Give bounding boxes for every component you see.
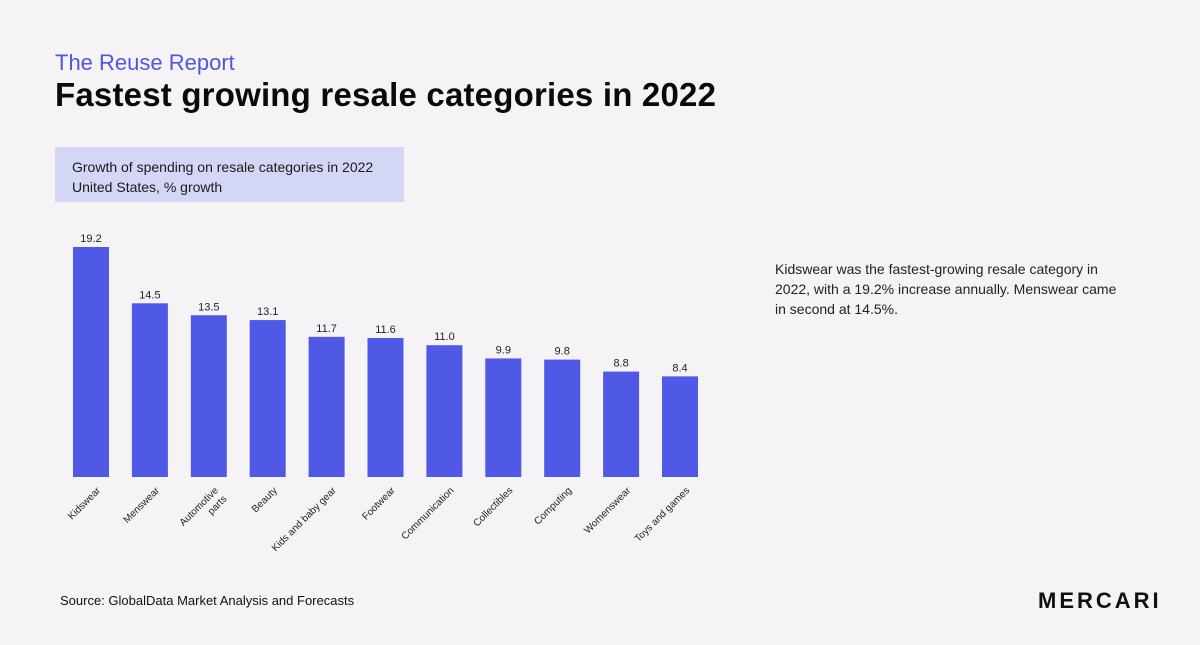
data-label: 8.8 <box>613 358 628 370</box>
category-label: Footwear <box>360 485 398 523</box>
category-label: Kidswear <box>66 485 103 522</box>
chart-subtitle: United States, % growth <box>72 179 223 195</box>
bar-1 <box>73 247 109 477</box>
category-label: Womenswear <box>582 485 633 536</box>
bar-6 <box>367 338 404 477</box>
category-label: Kids and baby gear <box>270 485 339 554</box>
bar-9 <box>544 359 581 477</box>
source-note: Source: GlobalData Market Analysis and F… <box>60 593 355 608</box>
chart-title: Growth of spending on resale categories … <box>72 159 374 175</box>
bar-5 <box>308 336 345 477</box>
bar-7 <box>426 345 463 477</box>
data-label: 14.5 <box>139 289 160 301</box>
data-label: 19.2 <box>80 233 101 245</box>
data-label: 8.4 <box>672 362 687 374</box>
page-title: Fastest growing resale categories in 202… <box>55 76 717 113</box>
data-label: 13.1 <box>257 306 278 318</box>
category-label: Automotiveparts <box>178 485 230 537</box>
bar-3 <box>190 315 227 477</box>
category-label: Collectibles <box>471 485 515 529</box>
insight-text: Kidswear was the fastest-growing resale … <box>775 261 1117 317</box>
data-label: 13.5 <box>198 301 219 313</box>
category-label: Menswear <box>122 485 163 526</box>
chart-caption-box: Growth of spending on resale categories … <box>55 147 404 202</box>
category-label: Toys and games <box>633 485 692 544</box>
data-label: 11.7 <box>316 323 337 335</box>
category-label: Communication <box>400 485 457 542</box>
bar-11 <box>662 376 698 477</box>
data-label: 9.8 <box>555 346 570 358</box>
data-label: 9.9 <box>496 344 511 356</box>
bar-8 <box>485 358 522 477</box>
data-label: 11.6 <box>375 324 396 336</box>
bar-chart: 19.2 Kidswear 14.5 Menswear 13.5 Automotivepa… <box>66 233 698 554</box>
data-label: 11.0 <box>434 331 455 343</box>
report-eyebrow: The Reuse Report <box>55 50 235 75</box>
bar-4 <box>249 320 286 477</box>
bar-10 <box>603 371 640 477</box>
category-label: Computing <box>532 485 574 527</box>
brand-logo: MERCARI <box>1038 588 1162 613</box>
category-label: Beauty <box>250 485 280 515</box>
bar-2 <box>131 303 168 477</box>
